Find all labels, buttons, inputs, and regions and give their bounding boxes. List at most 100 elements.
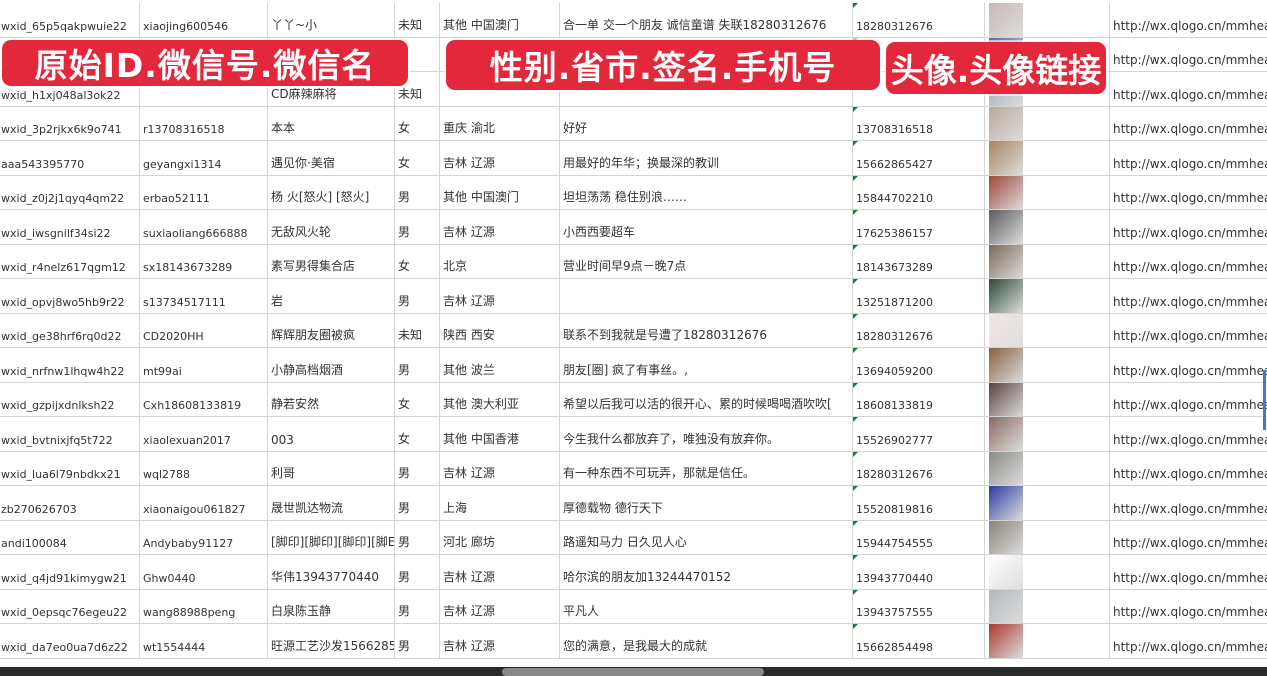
region-cell[interactable]: 河北 廊坊	[440, 520, 560, 554]
phone-cell[interactable]: 13251871200	[853, 279, 985, 313]
nickname-cell[interactable]: 丫丫~小	[268, 3, 395, 37]
region-cell[interactable]: 北京	[440, 244, 560, 278]
gender-cell[interactable]: 男	[395, 486, 440, 520]
original-id-cell[interactable]: wxid_3p2rjkx6k9o741	[0, 106, 140, 140]
gender-cell[interactable]: 男	[395, 451, 440, 485]
nickname-cell[interactable]: 晟世凯达物流	[268, 486, 395, 520]
nickname-cell[interactable]: 无敌风火轮	[268, 210, 395, 244]
phone-cell[interactable]: 15520819816	[853, 486, 985, 520]
signature-cell[interactable]: 坦坦荡荡 稳住别浪……	[560, 175, 853, 209]
region-cell[interactable]: 吉林 辽源	[440, 279, 560, 313]
region-cell[interactable]: 其他 中国澳门	[440, 175, 560, 209]
gender-cell[interactable]: 女	[395, 106, 440, 140]
avatar-url-cell[interactable]: http://wx.qlogo.cn/mmhead	[1110, 555, 1267, 589]
nickname-cell[interactable]: 素写男得集合店	[268, 244, 395, 278]
avatar-cell[interactable]	[985, 451, 1110, 485]
gender-cell[interactable]: 男	[395, 210, 440, 244]
avatar-url-cell[interactable]: http://wx.qlogo.cn/mmhead	[1110, 348, 1267, 382]
avatar-url-cell[interactable]: http://wx.qlogo.cn/mmhead	[1110, 314, 1267, 348]
original-id-cell[interactable]: wxid_65p5qakpwuie22	[0, 3, 140, 37]
avatar-url-cell[interactable]: http://wx.qlogo.cn/mmhead	[1110, 38, 1267, 72]
gender-cell[interactable]: 男	[395, 624, 440, 658]
signature-cell[interactable]: 营业时间早9点－晚7点	[560, 244, 853, 278]
nickname-cell[interactable]: [脚印][脚印][脚印][脚E	[268, 520, 395, 554]
phone-cell[interactable]: 13708316518	[853, 106, 985, 140]
signature-cell[interactable]: 用最好的年华；换最深的教训	[560, 141, 853, 175]
avatar-url-cell[interactable]: http://wx.qlogo.cn/mmhead	[1110, 3, 1267, 37]
avatar-cell[interactable]	[985, 382, 1110, 416]
phone-cell[interactable]: 13943757555	[853, 589, 985, 623]
phone-cell[interactable]: 15844702210	[853, 175, 985, 209]
signature-cell[interactable]: 今生我什么都放弃了，唯独没有放弃你。	[560, 417, 853, 451]
nickname-cell[interactable]: 白泉陈玉静	[268, 589, 395, 623]
wechat-id-cell[interactable]: Andybaby91127	[140, 520, 268, 554]
wechat-id-cell[interactable]: CD2020HH	[140, 313, 268, 347]
avatar-url-cell[interactable]: http://wx.qlogo.cn/mmhead	[1110, 590, 1267, 624]
phone-cell[interactable]: 15662854498	[853, 624, 985, 658]
region-cell[interactable]: 陕西 西安	[440, 313, 560, 347]
horizontal-scrollbar[interactable]	[502, 668, 764, 676]
nickname-cell[interactable]: 旺源工艺沙发15662854	[268, 624, 395, 658]
original-id-cell[interactable]: wxid_nrfnw1lhqw4h22	[0, 348, 140, 382]
original-id-cell[interactable]: aaa543395770	[0, 141, 140, 175]
avatar-cell[interactable]	[985, 313, 1110, 347]
signature-cell[interactable]: 路遥知马力 日久见人心	[560, 520, 853, 554]
phone-cell[interactable]: 13943770440	[853, 555, 985, 589]
original-id-cell[interactable]: wxid_z0j2j1qyq4qm22	[0, 175, 140, 209]
avatar-url-cell[interactable]: http://wx.qlogo.cn/mmhead	[1110, 141, 1267, 175]
nickname-cell[interactable]: 华伟13943770440	[268, 555, 395, 589]
nickname-cell[interactable]: 003	[268, 417, 395, 451]
nickname-cell[interactable]: CD麻辣麻将	[268, 72, 395, 106]
wechat-id-cell[interactable]	[140, 72, 268, 106]
region-cell[interactable]: 吉林 辽源	[440, 555, 560, 589]
avatar-url-cell[interactable]: http://wx.qlogo.cn/mmhead	[1110, 72, 1267, 106]
avatar-cell[interactable]	[985, 589, 1110, 623]
signature-cell[interactable]	[560, 279, 853, 313]
avatar-cell[interactable]	[985, 279, 1110, 313]
wechat-id-cell[interactable]: erbao52111	[140, 175, 268, 209]
region-cell[interactable]: 吉林 辽源	[440, 624, 560, 658]
nickname-cell[interactable]: 岩	[268, 279, 395, 313]
avatar-url-cell[interactable]: http://wx.qlogo.cn/mmhead	[1110, 107, 1267, 141]
avatar-url-cell[interactable]: http://wx.qlogo.cn/mmhead	[1110, 210, 1267, 244]
phone-cell[interactable]: 15662865427	[853, 141, 985, 175]
signature-cell[interactable]: 厚德载物 德行天下	[560, 486, 853, 520]
signature-cell[interactable]: 小西西要超车	[560, 210, 853, 244]
signature-cell[interactable]: 希望以后我可以活的很开心、累的时候喝喝酒吹吹[	[560, 382, 853, 416]
wechat-id-cell[interactable]: xiaonaigou061827	[140, 486, 268, 520]
wechat-id-cell[interactable]: xiaolexuan2017	[140, 417, 268, 451]
avatar-url-cell[interactable]: http://wx.qlogo.cn/mmhead	[1110, 624, 1267, 658]
region-cell[interactable]: 上海	[440, 486, 560, 520]
phone-cell[interactable]: 15944754555	[853, 520, 985, 554]
original-id-cell[interactable]: wxid_ge38hrf6rq0d22	[0, 313, 140, 347]
wechat-id-cell[interactable]: Ghw0440	[140, 555, 268, 589]
region-cell[interactable]: 其他 中国澳门	[440, 3, 560, 37]
signature-cell[interactable]: 平凡人	[560, 589, 853, 623]
gender-cell[interactable]: 男	[395, 520, 440, 554]
gender-cell[interactable]: 未知	[395, 72, 440, 106]
gender-cell[interactable]	[395, 37, 440, 71]
phone-cell[interactable]: 18608133819	[853, 382, 985, 416]
wechat-id-cell[interactable]: sx18143673289	[140, 244, 268, 278]
phone-cell[interactable]: 18280312676	[853, 451, 985, 485]
avatar-cell[interactable]	[985, 486, 1110, 520]
signature-cell[interactable]: 您的满意，是我最大的成就	[560, 624, 853, 658]
gender-cell[interactable]: 女	[395, 244, 440, 278]
avatar-cell[interactable]	[985, 244, 1110, 278]
gender-cell[interactable]: 未知	[395, 3, 440, 37]
nickname-cell[interactable]: 静若安然	[268, 382, 395, 416]
signature-cell[interactable]: 联系不到我就是号遭了18280312676	[560, 313, 853, 347]
original-id-cell[interactable]: wxid_lua6l79nbdkx21	[0, 451, 140, 485]
avatar-url-cell[interactable]: http://wx.qlogo.cn/mmhead	[1110, 417, 1267, 451]
nickname-cell[interactable]: 利哥	[268, 451, 395, 485]
avatar-cell[interactable]	[985, 348, 1110, 382]
avatar-cell[interactable]	[985, 210, 1110, 244]
nickname-cell[interactable]: 杨 火[怒火] [怒火]	[268, 175, 395, 209]
gender-cell[interactable]: 男	[395, 175, 440, 209]
original-id-cell[interactable]: wxid_h1xj048al3ok22	[0, 72, 140, 106]
signature-cell[interactable]: 好好	[560, 106, 853, 140]
avatar-url-cell[interactable]: http://wx.qlogo.cn/mmhead	[1110, 279, 1267, 313]
wechat-id-cell[interactable]: xiaojing600546	[140, 3, 268, 37]
gender-cell[interactable]: 女	[395, 382, 440, 416]
signature-cell[interactable]: 哈尔滨的朋友加13244470152	[560, 555, 853, 589]
